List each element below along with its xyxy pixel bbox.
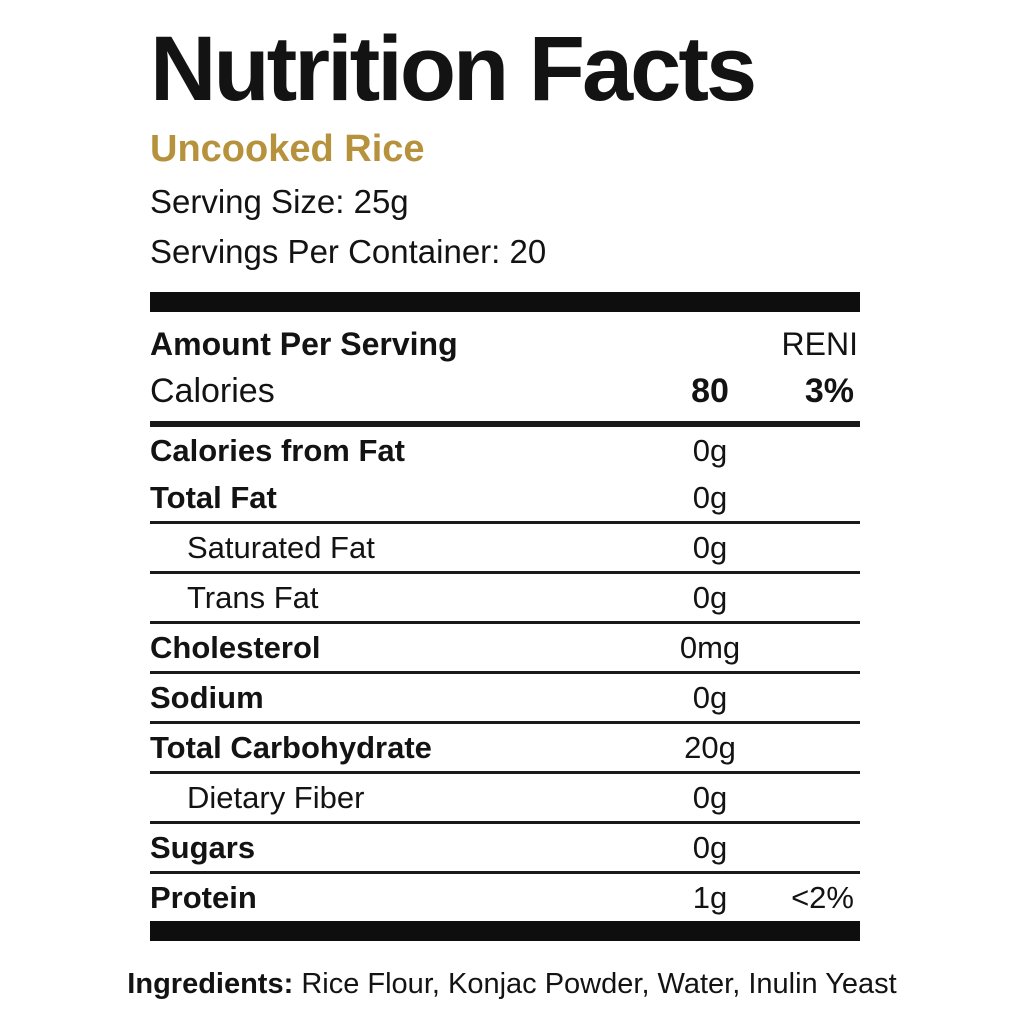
reni-heading: RENI — [781, 326, 858, 363]
nutrient-percent: 3% — [804, 372, 854, 411]
table-row: Dietary Fiber 0g — [150, 771, 860, 821]
nutrient-name: Cholesterol — [150, 629, 321, 665]
nutrient-name: Trans Fat — [187, 579, 319, 615]
nutrient-amount: 0g — [692, 829, 728, 865]
nutrient-amount: 80 — [691, 372, 729, 411]
nutrient-amount: 1g — [692, 879, 728, 915]
nutrient-name: Total Fat — [150, 479, 277, 515]
nutrient-amount: 20g — [684, 729, 736, 765]
ingredients-line: Ingredients: Rice Flour, Konjac Powder, … — [0, 967, 1024, 1002]
table-row: Sugars 0g — [150, 821, 860, 871]
ingredients-text: Rice Flour, Konjac Powder, Water, Inulin… — [301, 968, 897, 1001]
nutrient-amount: 0g — [692, 779, 728, 815]
table-row: Sodium 0g — [150, 671, 860, 721]
nutrient-percent: <2% — [791, 879, 854, 915]
nutrient-name: Calories from Fat — [150, 432, 405, 468]
divider-bar-bottom — [150, 921, 860, 942]
nutrient-amount: 0g — [692, 579, 728, 615]
table-row: Total Carbohydrate 20g — [150, 721, 860, 771]
nutrient-amount: 0g — [692, 679, 728, 715]
servings-per-container: Servings Per Container: 20 — [150, 233, 547, 271]
table-row: Protein 1g <2% — [150, 871, 860, 921]
nutrient-name: Saturated Fat — [187, 529, 375, 565]
nutrient-amount: 0mg — [679, 629, 741, 665]
product-name: Uncooked Rice — [150, 128, 425, 171]
nutrient-rows: Calories from Fat 0g Total Fat 0g Satura… — [150, 424, 860, 921]
label-title: Nutrition Facts — [150, 18, 757, 120]
table-row: Calories from Fat 0g — [150, 424, 860, 474]
table-row: Total Fat 0g — [150, 474, 860, 521]
nutrient-name: Protein — [150, 879, 257, 915]
nutrient-name: Sugars — [150, 829, 256, 865]
nutrient-name: Calories — [150, 372, 275, 411]
amount-per-serving-heading: Amount Per Serving — [150, 326, 458, 363]
nutrient-amount: 0g — [692, 479, 728, 515]
nutrient-amount: 0g — [692, 432, 728, 468]
nutrient-amount: 0g — [692, 529, 728, 565]
table-row: Trans Fat 0g — [150, 571, 860, 621]
ingredients-label: Ingredients: — [127, 968, 294, 1001]
nutrition-label: Nutrition Facts Uncooked Rice Serving Si… — [150, 18, 860, 942]
nutrient-name: Total Carbohydrate — [150, 729, 432, 765]
table-row: Saturated Fat 0g — [150, 521, 860, 571]
nutrient-name: Dietary Fiber — [187, 779, 365, 815]
table-header-row: Amount Per Serving RENI — [150, 312, 860, 363]
nutrient-name: Sodium — [150, 679, 264, 715]
table-row: Cholesterol 0mg — [150, 621, 860, 671]
calories-row: Calories 80 3% — [150, 363, 860, 425]
divider-bar-top — [150, 292, 860, 313]
serving-size: Serving Size: 25g — [150, 183, 409, 221]
